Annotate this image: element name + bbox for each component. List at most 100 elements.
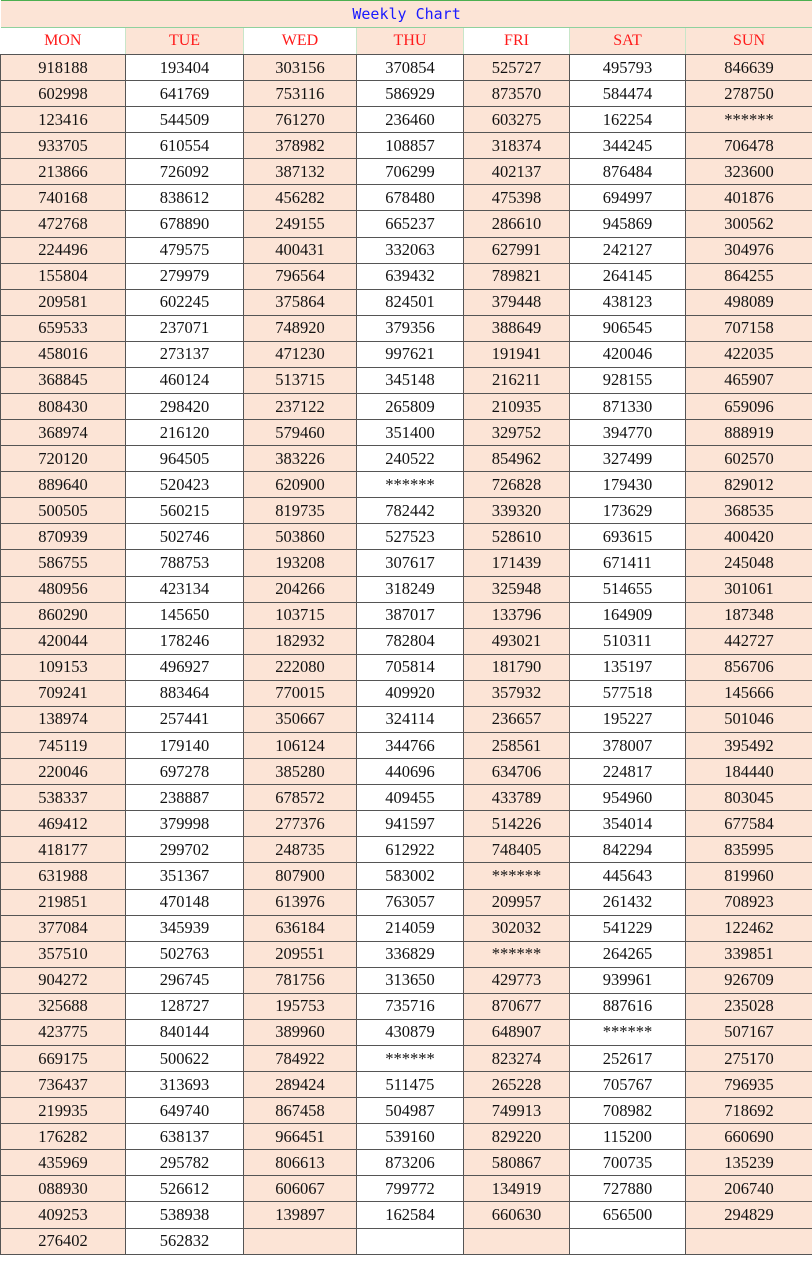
cell-fri: 634706 xyxy=(463,758,570,786)
cell-tue: 538938 xyxy=(125,1201,244,1229)
cell-sat: 577518 xyxy=(569,680,686,707)
cell-fri: 325948 xyxy=(463,576,570,603)
cell-sat: 694997 xyxy=(569,184,686,212)
cell-mon: 469412 xyxy=(0,810,126,838)
cell-sun: 275170 xyxy=(684,1045,812,1073)
cell-tue: 299702 xyxy=(125,836,244,864)
column-header-tue: TUE xyxy=(125,27,244,55)
table-row: 709241 883464 770015 409920 357932 577518 1456… xyxy=(0,680,812,707)
cell-sat: 135197 xyxy=(569,654,686,681)
cell-thu: 705814 xyxy=(356,654,464,681)
cell-thu: 504987 xyxy=(356,1097,464,1125)
cell-thu: 586929 xyxy=(356,80,464,108)
cell-tue: 216120 xyxy=(125,419,244,447)
cell-sat: 928155 xyxy=(569,367,686,395)
cell-fri: 181790 xyxy=(463,654,570,681)
cell-sat: 242127 xyxy=(569,237,686,264)
cell-wed: 193208 xyxy=(243,549,357,577)
cell-mon: 602998 xyxy=(0,80,126,108)
cell-mon: 088930 xyxy=(0,1175,126,1203)
cell-fri: 133796 xyxy=(463,602,570,629)
cell-fri: 873570 xyxy=(463,80,570,108)
cell-wed: 182932 xyxy=(243,628,357,655)
table-row: 123416 544509 761270 236460 603275 162254 ****… xyxy=(0,106,812,134)
cell-thu: 332063 xyxy=(356,237,464,264)
cell-fri: ****** xyxy=(463,941,570,968)
cell-mon: 420044 xyxy=(0,628,126,655)
cell-tue: 697278 xyxy=(125,758,244,786)
cell-sat: 394770 xyxy=(569,419,686,447)
table-row: 538337 238887 678572 409455 433789 954960 8030… xyxy=(0,784,812,812)
cell-sat: 510311 xyxy=(569,628,686,655)
cell-fri: ****** xyxy=(463,862,570,890)
cell-fri: 627991 xyxy=(463,237,570,264)
cell-tue: 193404 xyxy=(125,54,244,82)
table-row: 138974 257441 350667 324114 236657 195227 5010… xyxy=(0,706,812,734)
cell-fri: 580867 xyxy=(463,1149,570,1177)
cell-sun: 235028 xyxy=(684,993,812,1020)
cell-thu: 639432 xyxy=(356,263,464,290)
cell-tue: 423134 xyxy=(125,576,244,603)
cell-mon: 138974 xyxy=(0,706,126,734)
table-row: 276402 562832 xyxy=(0,1228,812,1255)
cell-sat: 264265 xyxy=(569,941,686,968)
table-row: 377084 345939 636184 214059 302032 541229 1224… xyxy=(0,915,812,942)
cell-mon: 860290 xyxy=(0,602,126,629)
table-row: 736437 313693 289424 511475 265228 705767 7969… xyxy=(0,1071,812,1099)
cell-thu: 678480 xyxy=(356,184,464,212)
cell-tue: 295782 xyxy=(125,1149,244,1177)
cell-thu: 782442 xyxy=(356,497,464,525)
cell-fri: 388649 xyxy=(463,315,570,342)
cell-sun: ****** xyxy=(684,106,812,134)
cell-wed: 389960 xyxy=(243,1019,357,1046)
cell-tue: 602245 xyxy=(125,289,244,316)
table-row: 420044 178246 182932 782804 493021 510311 4427… xyxy=(0,628,812,655)
cell-fri xyxy=(463,1228,570,1255)
cell-fri: 748405 xyxy=(463,836,570,864)
cell-wed: 195753 xyxy=(243,993,357,1020)
cell-fri: 329752 xyxy=(463,419,570,447)
cell-fri: 258561 xyxy=(463,732,570,760)
column-header-sat: SAT xyxy=(569,27,686,55)
cell-thu: 527523 xyxy=(356,523,464,551)
cell-mon: 377084 xyxy=(0,915,126,942)
cell-tue: 178246 xyxy=(125,628,244,655)
cell-tue: 502746 xyxy=(125,523,244,551)
cell-wed: 781756 xyxy=(243,967,357,994)
cell-tue: 273137 xyxy=(125,341,244,368)
cell-sun: 339851 xyxy=(684,941,812,968)
cell-fri: 854962 xyxy=(463,445,570,473)
table-row: 602998 641769 753116 586929 873570 584474 2787… xyxy=(0,80,812,108)
cell-wed: 277376 xyxy=(243,810,357,838)
cell-tue: 179140 xyxy=(125,732,244,760)
cell-tue: 726092 xyxy=(125,158,244,186)
table-row: 860290 145650 103715 387017 133796 164909 1873… xyxy=(0,602,812,629)
cell-thu: 941597 xyxy=(356,810,464,838)
table-row: 586755 788753 193208 307617 171439 671411 2450… xyxy=(0,549,812,577)
cell-fri: 134919 xyxy=(463,1175,570,1203)
cell-thu: 583002 xyxy=(356,862,464,890)
cell-sat: 438123 xyxy=(569,289,686,316)
cell-mon: 220046 xyxy=(0,758,126,786)
cell-tue: 838612 xyxy=(125,184,244,212)
cell-sat: 252617 xyxy=(569,1045,686,1073)
cell-sun: 659096 xyxy=(684,393,812,421)
cell-sat: 954960 xyxy=(569,784,686,812)
cell-mon: 659533 xyxy=(0,315,126,342)
cell-thu: 665237 xyxy=(356,210,464,238)
cell-mon: 368845 xyxy=(0,367,126,395)
cell-tue: 544509 xyxy=(125,106,244,134)
cell-wed: 248735 xyxy=(243,836,357,864)
cell-sat: 693615 xyxy=(569,523,686,551)
cell-thu: 387017 xyxy=(356,602,464,629)
table-row: 889640 520423 620900 ****** 726828 179430 8290… xyxy=(0,471,812,499)
cell-tue: 610554 xyxy=(125,132,244,160)
cell-sun: 706478 xyxy=(684,132,812,160)
table-row: 435969 295782 806613 873206 580867 700735 1352… xyxy=(0,1149,812,1177)
cell-tue: 502763 xyxy=(125,941,244,968)
cell-thu: 735716 xyxy=(356,993,464,1020)
cell-thu: 440696 xyxy=(356,758,464,786)
cell-wed xyxy=(243,1228,357,1255)
cell-sun: 245048 xyxy=(684,549,812,577)
cell-mon: 219935 xyxy=(0,1097,126,1125)
